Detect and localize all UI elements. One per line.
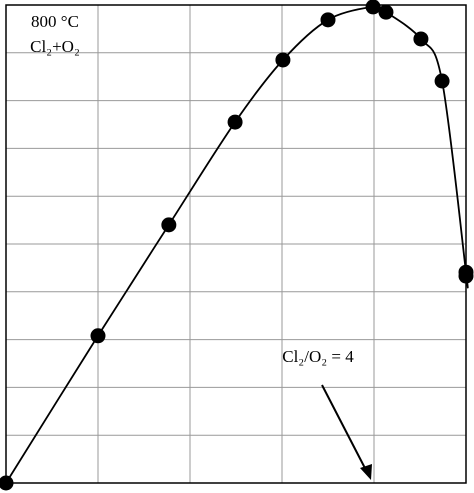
annotation-arrow — [321, 384, 369, 475]
annotation: Cl₂/O₂ = 4 — [282, 347, 354, 366]
data-point — [434, 73, 450, 89]
data-point — [275, 52, 291, 68]
data-point — [0, 475, 14, 491]
annotation: Cl₂+O₂ — [30, 37, 80, 56]
data-point — [227, 114, 243, 130]
data-point — [458, 268, 474, 284]
data-point — [161, 217, 177, 233]
data-point — [413, 31, 429, 47]
arrow-head — [360, 464, 372, 480]
plot-frame — [5, 4, 467, 484]
data-point — [90, 328, 106, 344]
curve — [5, 5, 469, 484]
data-point — [378, 4, 394, 20]
data-point — [365, 0, 381, 15]
annotation: 800 °C — [31, 12, 79, 31]
data-point — [320, 12, 336, 28]
